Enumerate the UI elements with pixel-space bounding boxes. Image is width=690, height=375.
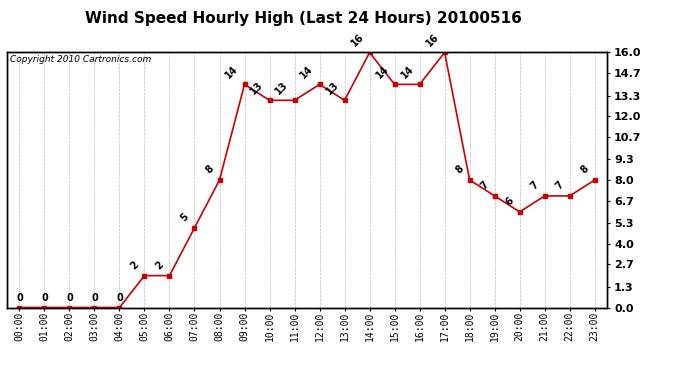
Text: 0: 0 [91,293,98,303]
Text: 0: 0 [116,293,123,303]
Text: 14: 14 [374,64,391,80]
Text: 7: 7 [529,180,540,192]
Text: 5: 5 [179,212,190,223]
Text: 14: 14 [224,64,240,80]
Text: 2: 2 [153,260,166,272]
Text: 16: 16 [349,32,366,48]
Text: 13: 13 [249,80,266,96]
Text: 0: 0 [66,293,73,303]
Text: 14: 14 [399,64,415,80]
Text: 7: 7 [479,180,491,192]
Text: 6: 6 [504,196,515,208]
Text: 13: 13 [324,80,340,96]
Text: 8: 8 [579,164,591,176]
Text: Wind Speed Hourly High (Last 24 Hours) 20100516: Wind Speed Hourly High (Last 24 Hours) 2… [85,11,522,26]
Text: 8: 8 [204,164,215,176]
Text: 2: 2 [128,260,140,272]
Text: 0: 0 [16,293,23,303]
Text: 7: 7 [553,180,566,192]
Text: 14: 14 [299,64,315,80]
Text: 13: 13 [274,80,290,96]
Text: 0: 0 [41,293,48,303]
Text: Copyright 2010 Cartronics.com: Copyright 2010 Cartronics.com [10,55,151,64]
Text: 8: 8 [453,164,466,176]
Text: 16: 16 [424,32,440,48]
